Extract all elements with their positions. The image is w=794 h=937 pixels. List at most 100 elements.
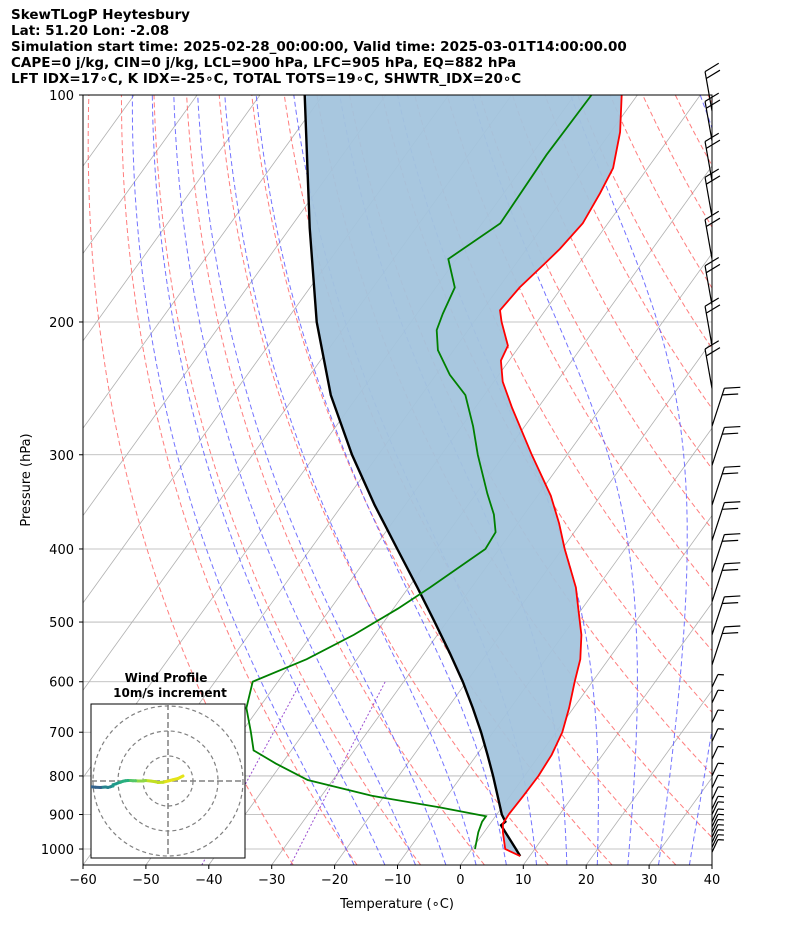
y-tick-label: 100 bbox=[49, 89, 74, 104]
dry-adiabat-line bbox=[642, 95, 712, 229]
y-tick-label: 200 bbox=[49, 316, 74, 331]
y-tick-label: 1000 bbox=[41, 843, 74, 858]
isotherm-line bbox=[334, 340, 712, 865]
wind-barb bbox=[711, 562, 741, 602]
profile-layer bbox=[245, 95, 623, 857]
dry-adiabat-line bbox=[609, 95, 712, 289]
wind-barb bbox=[711, 386, 741, 427]
stability-line: LFT IDX=17∘C, K IDX=-25∘C, TOTAL TOTS=19… bbox=[11, 71, 522, 87]
moist-adiabat-line bbox=[173, 95, 416, 865]
dry-adiabat-line bbox=[741, 95, 794, 865]
hodograph-subtitle: 10m/s increment bbox=[113, 686, 227, 700]
hodograph-title: Wind Profile bbox=[125, 671, 208, 685]
axes-layer: −60 −50 −40 −30 −20 −10 0 10 20 30 40 100 200 300 400 5… bbox=[41, 89, 720, 888]
time-line: Simulation start time: 2025-02-28_00:00:… bbox=[11, 39, 627, 55]
y-tick-label: 900 bbox=[49, 809, 74, 824]
dry-adiabat-line bbox=[153, 95, 422, 865]
temperature-line bbox=[499, 95, 623, 857]
moist-adiabat-line bbox=[131, 95, 355, 865]
wind-barb bbox=[711, 745, 724, 760]
x-tick-label: −30 bbox=[258, 873, 285, 888]
x-tick-label: 30 bbox=[641, 873, 658, 888]
dry-adiabat-line bbox=[218, 95, 549, 865]
isotherm-line bbox=[0, 95, 8, 865]
y-tick-label: 400 bbox=[49, 543, 74, 558]
wind-barb bbox=[711, 625, 741, 666]
x-tick-label: −50 bbox=[132, 873, 159, 888]
isotherm-line bbox=[648, 776, 712, 865]
wind-barb bbox=[711, 728, 724, 742]
cape-area-layer bbox=[304, 95, 622, 857]
y-tick-label: 300 bbox=[49, 449, 74, 464]
wind-barb bbox=[704, 168, 721, 217]
dry-adiabat-line bbox=[674, 95, 712, 167]
wind-barb bbox=[704, 340, 721, 389]
wind-barb bbox=[711, 533, 741, 573]
isotherm-line bbox=[83, 95, 387, 517]
wind-barb bbox=[711, 829, 724, 843]
wind-barb bbox=[704, 297, 721, 346]
hodograph-segment bbox=[78, 782, 81, 783]
wind-barb bbox=[711, 834, 724, 848]
wind-barb bbox=[711, 838, 724, 853]
moist-adiabat-line bbox=[224, 95, 477, 865]
x-axis-label: Temperature (∘C) bbox=[339, 897, 454, 912]
wind-barb bbox=[704, 92, 721, 141]
isotherm-line bbox=[83, 95, 261, 342]
y-tick-label: 700 bbox=[49, 726, 74, 741]
moist-adiabat-line bbox=[197, 95, 447, 865]
x-tick-label: 40 bbox=[704, 873, 721, 888]
x-tick-label: 10 bbox=[515, 873, 532, 888]
moist-adiabat-line bbox=[471, 95, 638, 865]
wind-barb bbox=[711, 425, 741, 466]
x-tick-label: −20 bbox=[321, 873, 348, 888]
y-tick-label: 500 bbox=[49, 616, 74, 631]
wind-barb bbox=[711, 774, 724, 789]
wind-barb bbox=[711, 813, 724, 828]
wind-barb bbox=[711, 595, 741, 636]
wind-barb bbox=[711, 465, 741, 506]
x-tick-label: −10 bbox=[384, 873, 411, 888]
isotherm-line bbox=[0, 95, 71, 865]
wind-barb bbox=[711, 786, 724, 800]
chart-title: SkewTLogP Heytesbury bbox=[11, 7, 190, 23]
x-tick-label: −60 bbox=[69, 873, 96, 888]
x-tick-label: 0 bbox=[456, 873, 464, 888]
isotherm-line bbox=[585, 689, 712, 865]
wind-barb bbox=[711, 801, 724, 815]
hodograph-segment bbox=[91, 785, 92, 789]
wind-barb bbox=[711, 762, 724, 777]
wind-barb bbox=[711, 808, 724, 822]
hodograph-inset bbox=[76, 703, 246, 859]
wind-barb-layer bbox=[704, 62, 741, 853]
moist-adiabat-line bbox=[720, 95, 794, 865]
wind-barb bbox=[711, 818, 724, 833]
hodograph-segment bbox=[76, 781, 79, 782]
wind-barb bbox=[704, 256, 721, 306]
dry-adiabat-line bbox=[773, 95, 794, 865]
isotherm-line bbox=[83, 95, 324, 429]
x-tick-label: −40 bbox=[195, 873, 222, 888]
hodograph-plot bbox=[76, 704, 245, 858]
x-tick-label: 20 bbox=[578, 873, 595, 888]
isotherm-line bbox=[83, 95, 198, 255]
wind-barb bbox=[711, 795, 724, 810]
wind-barb bbox=[711, 709, 724, 723]
dry-adiabat-line bbox=[577, 95, 712, 350]
location-line: Lat: 51.20 Lon: -2.08 bbox=[11, 23, 170, 39]
indices-line: CAPE=0 j/kg, CIN=0 j/kg, LCL=900 hPa, LF… bbox=[11, 55, 517, 71]
dewpoint-line bbox=[245, 95, 593, 850]
y-tick-label: 800 bbox=[49, 770, 74, 785]
dry-adiabat-line bbox=[120, 95, 358, 865]
wind-barb bbox=[711, 501, 741, 541]
wind-barb bbox=[711, 673, 724, 688]
dry-adiabat-line bbox=[251, 95, 613, 865]
wind-barb bbox=[704, 62, 721, 112]
isotherm-line bbox=[711, 864, 712, 865]
wind-barb bbox=[711, 824, 724, 838]
y-tick-label: 600 bbox=[49, 676, 74, 691]
isotherm-line bbox=[271, 252, 712, 865]
wind-barb bbox=[704, 210, 721, 260]
